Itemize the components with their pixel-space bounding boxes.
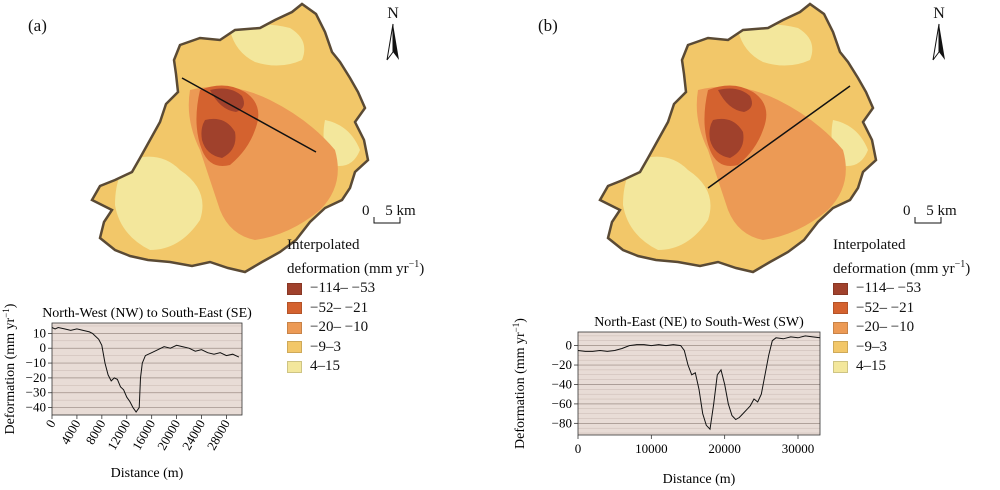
- map-b: [598, 2, 878, 274]
- y-tick-label: −40: [552, 376, 572, 391]
- legend-subtitle-b: deformation (mm yr−1): [833, 259, 971, 277]
- profile-line: [577, 335, 821, 431]
- profile-line: [51, 326, 240, 413]
- y-axis-label: Deformation (mm yr−1): [511, 318, 528, 449]
- y-tick-label: −20: [552, 357, 572, 372]
- y-tick-label: −60: [552, 396, 572, 411]
- legend-item: −52– −21: [833, 299, 970, 319]
- plot-area: [578, 332, 820, 435]
- chart-title: North-East (NE) to South-West (SW): [594, 315, 804, 330]
- legend-swatch: [833, 282, 848, 295]
- legend-subtitle-a: deformation (mm yr−1): [287, 259, 425, 277]
- legend-b: Interpolated deformation (mm yr−1) −114–…: [833, 236, 970, 377]
- legend-item: −52– −21: [287, 299, 424, 319]
- profile-chart-a: North-West (NW) to South-East (SE)100−10…: [1, 303, 252, 481]
- legend-swatch: [287, 360, 302, 373]
- x-tick-label: 12000: [104, 417, 133, 453]
- legend-swatch: [833, 341, 848, 354]
- x-tick-label: 20000: [154, 417, 183, 453]
- chart-title: North-West (NW) to South-East (SE): [42, 306, 252, 321]
- map-a: [90, 2, 370, 274]
- y-axis-label: Deformation (mm yr−1): [1, 303, 18, 434]
- legend-swatch: [287, 302, 302, 315]
- plot-frame: [51, 322, 243, 416]
- y-tick-label: −30: [26, 385, 46, 400]
- legend-item: 4–15: [833, 357, 970, 377]
- y-tick-label: 0: [40, 340, 47, 355]
- y-tick-label: 0: [566, 338, 573, 353]
- legend-swatch: [833, 360, 848, 373]
- y-tick-label: −40: [26, 400, 46, 415]
- legend-title-a: Interpolated: [287, 237, 360, 253]
- legend-item: −114– −53: [833, 279, 970, 299]
- x-tick-label: 24000: [179, 417, 208, 453]
- profile-chart-b: North-East (NE) to South-West (SW) 0 −20 −4…: [511, 315, 821, 487]
- legend-swatch: [287, 282, 302, 295]
- scale-bar-a: 0 5 km: [362, 203, 416, 224]
- y-tick-label: −20: [26, 370, 46, 385]
- legend-swatch: [287, 341, 302, 354]
- x-tick-label: 0: [575, 441, 582, 456]
- legend-a: Interpolated deformation (mm yr−1) −114–…: [287, 236, 424, 377]
- y-tick-label: 10: [33, 325, 46, 340]
- x-tick-label: 10000: [635, 441, 668, 456]
- legend-item: −114– −53: [287, 279, 424, 299]
- x-tick-label: 30000: [782, 441, 815, 456]
- legend-title-b: Interpolated: [833, 237, 906, 253]
- x-tick-label: 0: [42, 417, 58, 430]
- legend-item: −20– −10: [833, 318, 970, 338]
- panel-b-label: (b): [538, 16, 558, 35]
- x-tick-label: 4000: [58, 417, 84, 447]
- profile-line-ne-sw: [707, 85, 851, 189]
- profile-line-nw-se: [181, 77, 317, 153]
- panel-a-label: (a): [28, 16, 47, 35]
- plot-area: [52, 323, 242, 415]
- legend-swatch: [833, 302, 848, 315]
- legend-swatch: [833, 321, 848, 334]
- x-axis-label: Distance (m): [111, 466, 184, 481]
- y-tick-label: −80: [552, 415, 572, 430]
- north-arrow-a: N: [383, 6, 403, 67]
- legend-item: 4–15: [287, 357, 424, 377]
- legend-item: −9–3: [287, 338, 424, 358]
- y-tick-label: −10: [26, 355, 46, 370]
- legend-item: −9–3: [833, 338, 970, 358]
- north-arrow-b: N: [929, 6, 949, 67]
- x-axis-label: Distance (m): [663, 472, 736, 487]
- legend-swatch: [287, 321, 302, 334]
- legend-item: −20– −10: [287, 318, 424, 338]
- plot-frame: [577, 331, 821, 436]
- x-tick-label: 28000: [204, 417, 233, 453]
- x-tick-label: 16000: [129, 417, 158, 453]
- x-tick-label: 20000: [708, 441, 741, 456]
- scale-bar-b: 0 5 km: [903, 203, 957, 224]
